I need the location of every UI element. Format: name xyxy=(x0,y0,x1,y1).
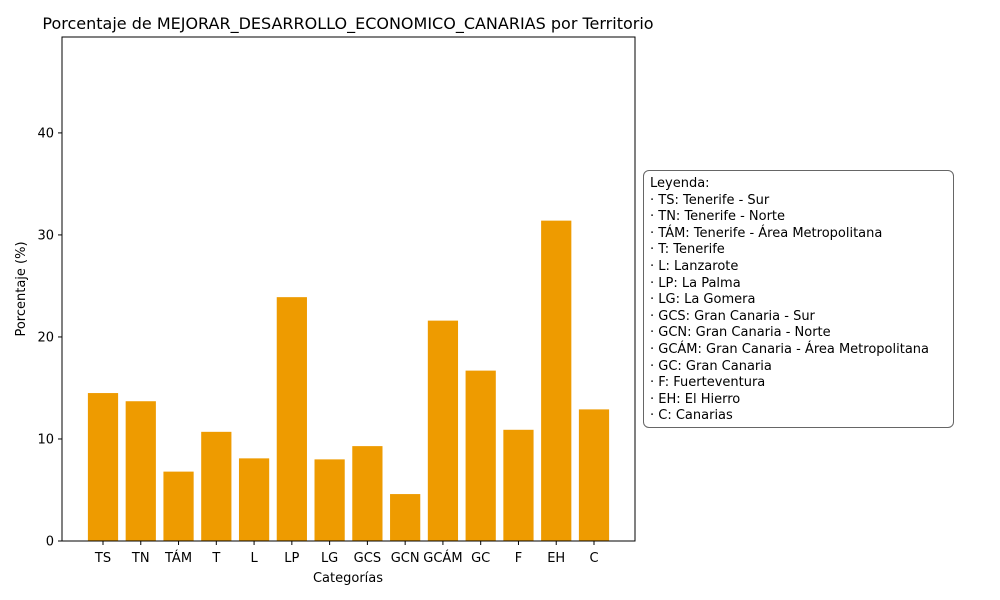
x-tick-label: TN xyxy=(131,551,150,566)
legend-entry: · TÁM: Tenerife - Área Metropolitana xyxy=(650,225,883,241)
legend-entry: · TS: Tenerife - Sur xyxy=(650,192,770,208)
legend-entry: · L: Lanzarote xyxy=(650,258,739,274)
x-tick-label: GC xyxy=(471,551,490,566)
plot-frame xyxy=(61,36,636,542)
legend-entry: · T: Tenerife xyxy=(650,242,725,258)
x-tick-label: C xyxy=(589,551,598,566)
bar-t xyxy=(201,431,232,541)
legend-entries: · TS: Tenerife - Sur · TN: Tenerife - Nor… xyxy=(650,193,947,425)
x-tick-label: GCÁM xyxy=(423,550,462,566)
legend-entry: · TN: Tenerife - Norte xyxy=(650,209,786,225)
legend-entry: · C: Canarias xyxy=(650,408,733,424)
bars-group xyxy=(87,220,610,541)
x-tick-label: EH xyxy=(547,551,565,566)
x-tick-label: LG xyxy=(321,551,338,566)
y-tick-label: 30 xyxy=(37,228,54,243)
legend-entry: · GCN: Gran Canaria - Norte xyxy=(650,325,831,341)
y-tick-label: 0 xyxy=(46,535,54,550)
legend-entry: · F: Fuerteventura xyxy=(650,375,766,391)
bar-gcs xyxy=(352,446,383,541)
legend-title: Leyenda: xyxy=(650,176,710,191)
y-axis: 0 10 20 30 40 xyxy=(37,126,62,550)
x-tick-label: GCN xyxy=(391,551,420,566)
bar-tám xyxy=(163,471,194,541)
legend: Leyenda: · TS: Tenerife - Sur · TN: Tener… xyxy=(643,170,954,428)
legend-entry: · LP: La Palma xyxy=(650,275,741,291)
bar-l xyxy=(238,458,270,541)
x-tick-label: GCS xyxy=(354,551,381,566)
x-tick-label: TÁM xyxy=(164,550,192,566)
x-axis-label: Categorías xyxy=(313,571,383,586)
legend-entry: · GCS: Gran Canaria - Sur xyxy=(650,308,815,324)
bar-gc xyxy=(465,370,496,541)
y-axis-label: Porcentaje (%) xyxy=(14,241,29,336)
legend-entry: · GCÁM: Gran Canaria - Área Metropolitan… xyxy=(650,341,929,357)
bar-lg xyxy=(314,459,345,541)
legend-entry: · EH: El Hierro xyxy=(650,391,741,407)
bar-ts xyxy=(87,393,119,541)
x-tick-label: L xyxy=(250,551,258,566)
x-tick-label: TS xyxy=(94,551,111,566)
chart-title: Porcentaje de MEJORAR_DESARROLLO_ECONOMI… xyxy=(42,14,653,34)
bar-lp xyxy=(276,297,307,541)
bar-tn xyxy=(125,401,156,541)
bar-f xyxy=(503,429,534,541)
x-axis: TS TN TÁM T L LP LG GCS GCN GCÁM GC F EH C xyxy=(94,541,599,566)
bar-gcn xyxy=(390,494,421,541)
y-tick-label: 20 xyxy=(37,330,54,345)
legend-entry: · GC: Gran Canaria xyxy=(650,358,772,374)
x-tick-label: F xyxy=(515,551,522,566)
bar-c xyxy=(578,409,610,541)
x-tick-label: LP xyxy=(284,551,299,566)
bar-eh xyxy=(541,220,572,541)
y-tick-label: 10 xyxy=(37,432,54,447)
x-tick-label: T xyxy=(211,551,220,566)
legend-entry: · LG: La Gomera xyxy=(650,292,756,308)
y-tick-label: 40 xyxy=(37,126,54,141)
bar-gcám xyxy=(427,320,459,541)
